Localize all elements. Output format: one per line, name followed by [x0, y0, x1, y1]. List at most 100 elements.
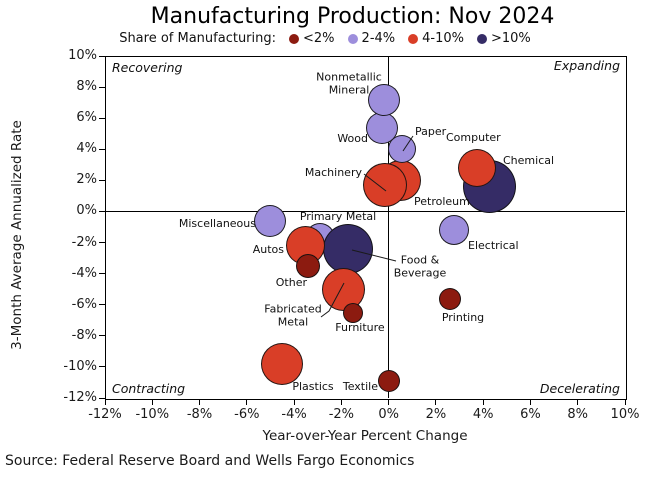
- bubble-printing: [439, 287, 462, 310]
- x-tick-mark: [104, 399, 106, 405]
- y-tick-label: -4%: [71, 265, 97, 281]
- legend-item-label: 2-4%: [361, 31, 396, 46]
- x-tick-mark: [388, 399, 390, 405]
- x-tick-label: 10%: [610, 407, 640, 422]
- x-tick-label: -6%: [234, 407, 260, 422]
- legend-item-label: 4-10%: [422, 31, 464, 46]
- legend-items: <2% 2-4% 4-10% >10%: [289, 31, 531, 46]
- legend: Share of Manufacturing: <2% 2-4% 4-10% >10%: [0, 31, 650, 46]
- label-other: Other: [275, 275, 307, 289]
- quadrant-label-bottom-right: Decelerating: [539, 381, 620, 396]
- x-tick-label: -12%: [88, 407, 122, 422]
- x-tick-mark: [246, 399, 248, 405]
- x-tick-label: 4%: [472, 407, 494, 422]
- x-tick-mark: [293, 399, 295, 405]
- y-tick-mark: [99, 397, 105, 399]
- legend-item-1: <2%: [289, 31, 335, 46]
- y-tick-mark: [99, 210, 105, 212]
- label-autos: Autos: [252, 242, 284, 256]
- bubble-machinery: [363, 163, 408, 208]
- bubble-computer: [458, 148, 497, 187]
- y-tick-label: 6%: [76, 110, 97, 126]
- legend-dot-icon: [477, 33, 487, 44]
- legend-item-2: 2-4%: [347, 31, 396, 46]
- legend-item-label: >10%: [491, 31, 531, 46]
- y-tick-label: -8%: [71, 327, 97, 343]
- y-tick-mark: [99, 86, 105, 88]
- zero-line-horizontal: [105, 210, 625, 212]
- y-tick-label: -2%: [71, 234, 97, 250]
- quadrant-label-bottom-left: Contracting: [112, 381, 186, 396]
- legend-dot-icon: [347, 33, 358, 44]
- x-tick-mark: [577, 399, 579, 405]
- x-tick-label: -4%: [281, 407, 307, 422]
- x-tick-mark: [482, 399, 484, 405]
- legend-item-4: >10%: [477, 31, 531, 46]
- label-textile: Textile: [342, 379, 378, 393]
- x-tick-label: -2%: [328, 407, 355, 422]
- legend-dot-icon: [408, 33, 419, 44]
- label-plastics: Plastics: [292, 379, 334, 393]
- y-tick-label: 4%: [76, 141, 97, 157]
- y-axis-title: 3-Month Average Annualized Rate: [9, 120, 25, 350]
- legend-item-3: 4-10%: [408, 31, 464, 46]
- plot-area: [105, 56, 627, 400]
- y-tick-mark: [99, 304, 105, 306]
- x-tick-label: 0%: [378, 407, 399, 422]
- label-nonmetallic-mineral: Nonmetallic Mineral: [316, 70, 382, 96]
- quadrant-label-top-left: Recovering: [112, 60, 183, 75]
- x-tick-label: -8%: [186, 407, 213, 422]
- y-tick-mark: [99, 55, 105, 57]
- zero-line-vertical: [388, 56, 390, 398]
- chart-title: Manufacturing Production: Nov 2024: [150, 4, 555, 29]
- bubble-plastics: [261, 342, 304, 385]
- bubble-nonmetallic-mineral: [367, 83, 400, 116]
- y-tick-mark: [99, 148, 105, 150]
- x-axis-title: Year-over-Year Percent Change: [262, 428, 468, 444]
- label-petroleum: Petroleum: [414, 194, 470, 208]
- bubble-food-beverage: [323, 223, 374, 274]
- bubble-miscellaneous: [254, 204, 287, 237]
- y-tick-mark: [99, 117, 105, 119]
- label-computer: Computer: [446, 130, 501, 144]
- x-tick-mark: [529, 399, 531, 405]
- label-primary-metal: Primary Metal: [299, 209, 377, 223]
- y-tick-label: -6%: [71, 296, 97, 312]
- label-furniture: Furniture: [335, 320, 385, 334]
- bubble-furniture: [343, 302, 364, 323]
- label-chemical: Chemical: [503, 153, 555, 167]
- x-tick-mark: [151, 399, 153, 405]
- x-tick-mark: [199, 399, 201, 405]
- bubble-wood: [365, 111, 398, 144]
- y-tick-mark: [99, 242, 105, 244]
- x-tick-label: 6%: [520, 407, 541, 422]
- legend-title: Share of Manufacturing:: [119, 31, 277, 46]
- x-tick-mark: [435, 399, 437, 405]
- label-electrical: Electrical: [468, 238, 519, 252]
- label-miscellaneous: Miscellaneous: [178, 216, 256, 230]
- x-tick-mark: [340, 399, 342, 405]
- x-tick-label: -10%: [135, 407, 170, 422]
- y-tick-label: 8%: [76, 79, 97, 95]
- x-tick-label: 8%: [567, 407, 589, 422]
- y-tick-label: 2%: [76, 172, 97, 188]
- x-tick-mark: [624, 399, 626, 405]
- bubble-other: [296, 253, 321, 278]
- legend-dot-icon: [289, 33, 300, 44]
- x-tick-label: 2%: [425, 407, 447, 422]
- y-tick-label: -10%: [63, 358, 97, 374]
- label-wood: Wood: [337, 131, 368, 145]
- label-machinery: Machinery: [304, 165, 362, 179]
- legend-item-label: <2%: [303, 31, 335, 46]
- label-printing: Printing: [441, 310, 485, 324]
- y-tick-label: 0%: [76, 203, 97, 219]
- y-tick-label: 10%: [68, 48, 97, 63]
- quadrant-label-top-right: Expanding: [553, 58, 620, 73]
- bubble-textile: [377, 369, 400, 392]
- bubble-electrical: [438, 215, 469, 246]
- y-tick-mark: [99, 366, 105, 368]
- source-note: Source: Federal Reserve Board and Wells …: [5, 453, 415, 469]
- y-tick-mark: [99, 335, 105, 337]
- label-food-beverage: Food & Beverage: [393, 253, 447, 279]
